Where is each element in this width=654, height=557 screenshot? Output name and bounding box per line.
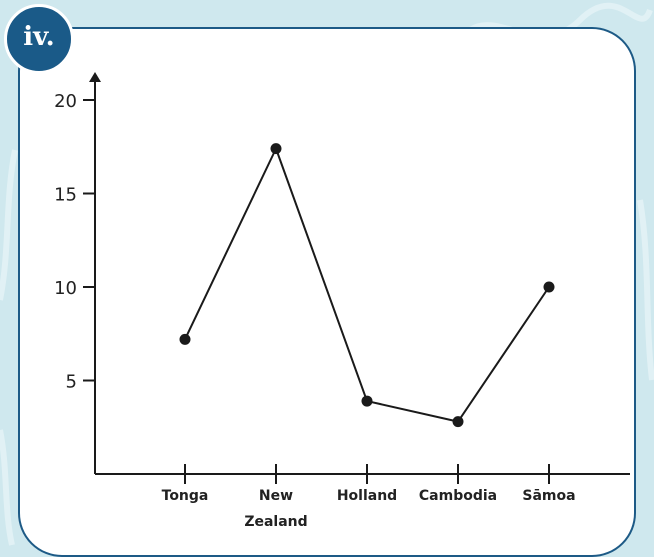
x-tick-label: Tonga [162,488,209,504]
y-tick-label: 20 [54,91,77,112]
data-point [179,333,191,345]
y-tick-label: 10 [54,278,77,299]
data-series [179,143,555,428]
x-tick-label: Holland [337,488,397,504]
chart-axes [89,72,630,475]
data-point [361,395,373,407]
data-point [452,416,464,428]
figure-badge: iv. [4,4,74,74]
y-axis-ticks: 5 10 15 20 [54,91,95,393]
x-tick-label: New Zealand [244,488,307,530]
x-tick-label: Cambodia [419,488,497,504]
data-point [270,143,282,155]
y-tick-label: 5 [66,372,77,393]
x-tick-label: Sāmoa [522,488,575,504]
y-axis-arrow-icon [89,72,101,82]
y-tick-label: 15 [54,185,77,206]
x-axis-ticks: Tonga New Zealand Holland Cambodia Sāmoa [162,464,576,530]
series-line [184,147,550,423]
data-point [543,281,555,293]
figure-badge-label: iv. [23,22,55,52]
